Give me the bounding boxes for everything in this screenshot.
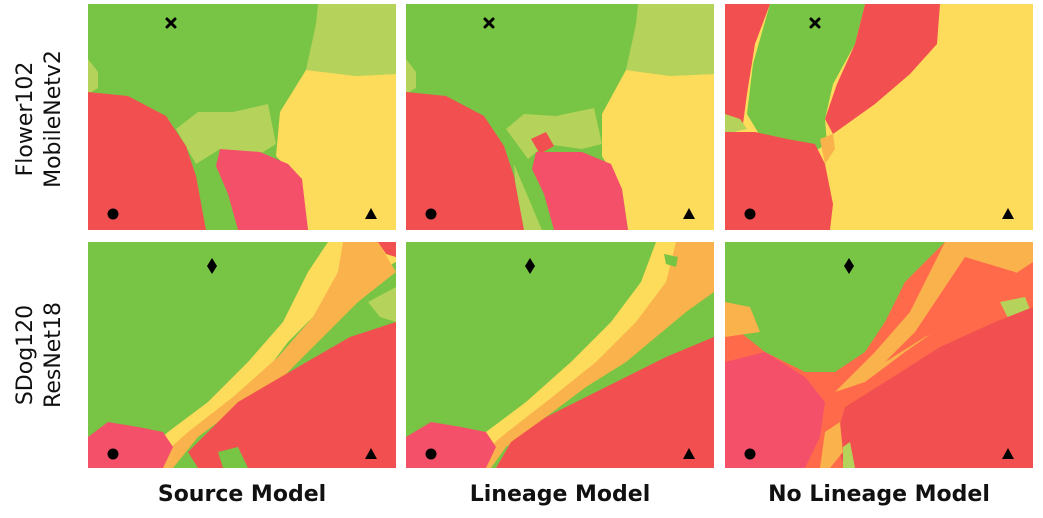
panel-flower-nolineage [725,4,1033,230]
row-label-dataset: SDog120 [13,304,38,406]
x-cross-marker [809,17,821,29]
column-label-nolineage: No Lineage Model [768,482,990,507]
x-cross-marker [483,17,495,29]
panel-flower-lineage [406,4,714,230]
panel-flower-source [88,4,396,230]
triangle-marker [365,208,377,219]
panel-sdog-lineage [406,242,714,468]
circle-marker [744,208,756,220]
circle-marker [744,448,756,460]
diamond-marker [207,258,217,274]
triangle-marker [365,448,377,459]
row-label-flower102: Flower102 MobileNetv2 [0,4,80,234]
circle-marker [107,448,119,460]
panel-sdog-nolineage [725,242,1033,468]
row-label-sdog120: SDog120 ResNet18 [0,240,80,470]
diamond-marker [844,258,854,274]
column-label-lineage: Lineage Model [469,482,651,507]
triangle-marker [683,448,695,459]
x-cross-marker [165,17,177,29]
row-label-model: MobileNetv2 [41,50,66,188]
diamond-marker [525,258,535,274]
row-label-model: ResNet18 [41,302,66,408]
column-label-source: Source Model [157,482,327,507]
circle-marker [425,208,437,220]
triangle-marker [1002,208,1014,219]
triangle-marker [683,208,695,219]
circle-marker [425,448,437,460]
circle-marker [107,208,119,220]
row-label-dataset: Flower102 [13,61,38,177]
panel-sdog-source [88,242,396,468]
triangle-marker [1002,448,1014,459]
